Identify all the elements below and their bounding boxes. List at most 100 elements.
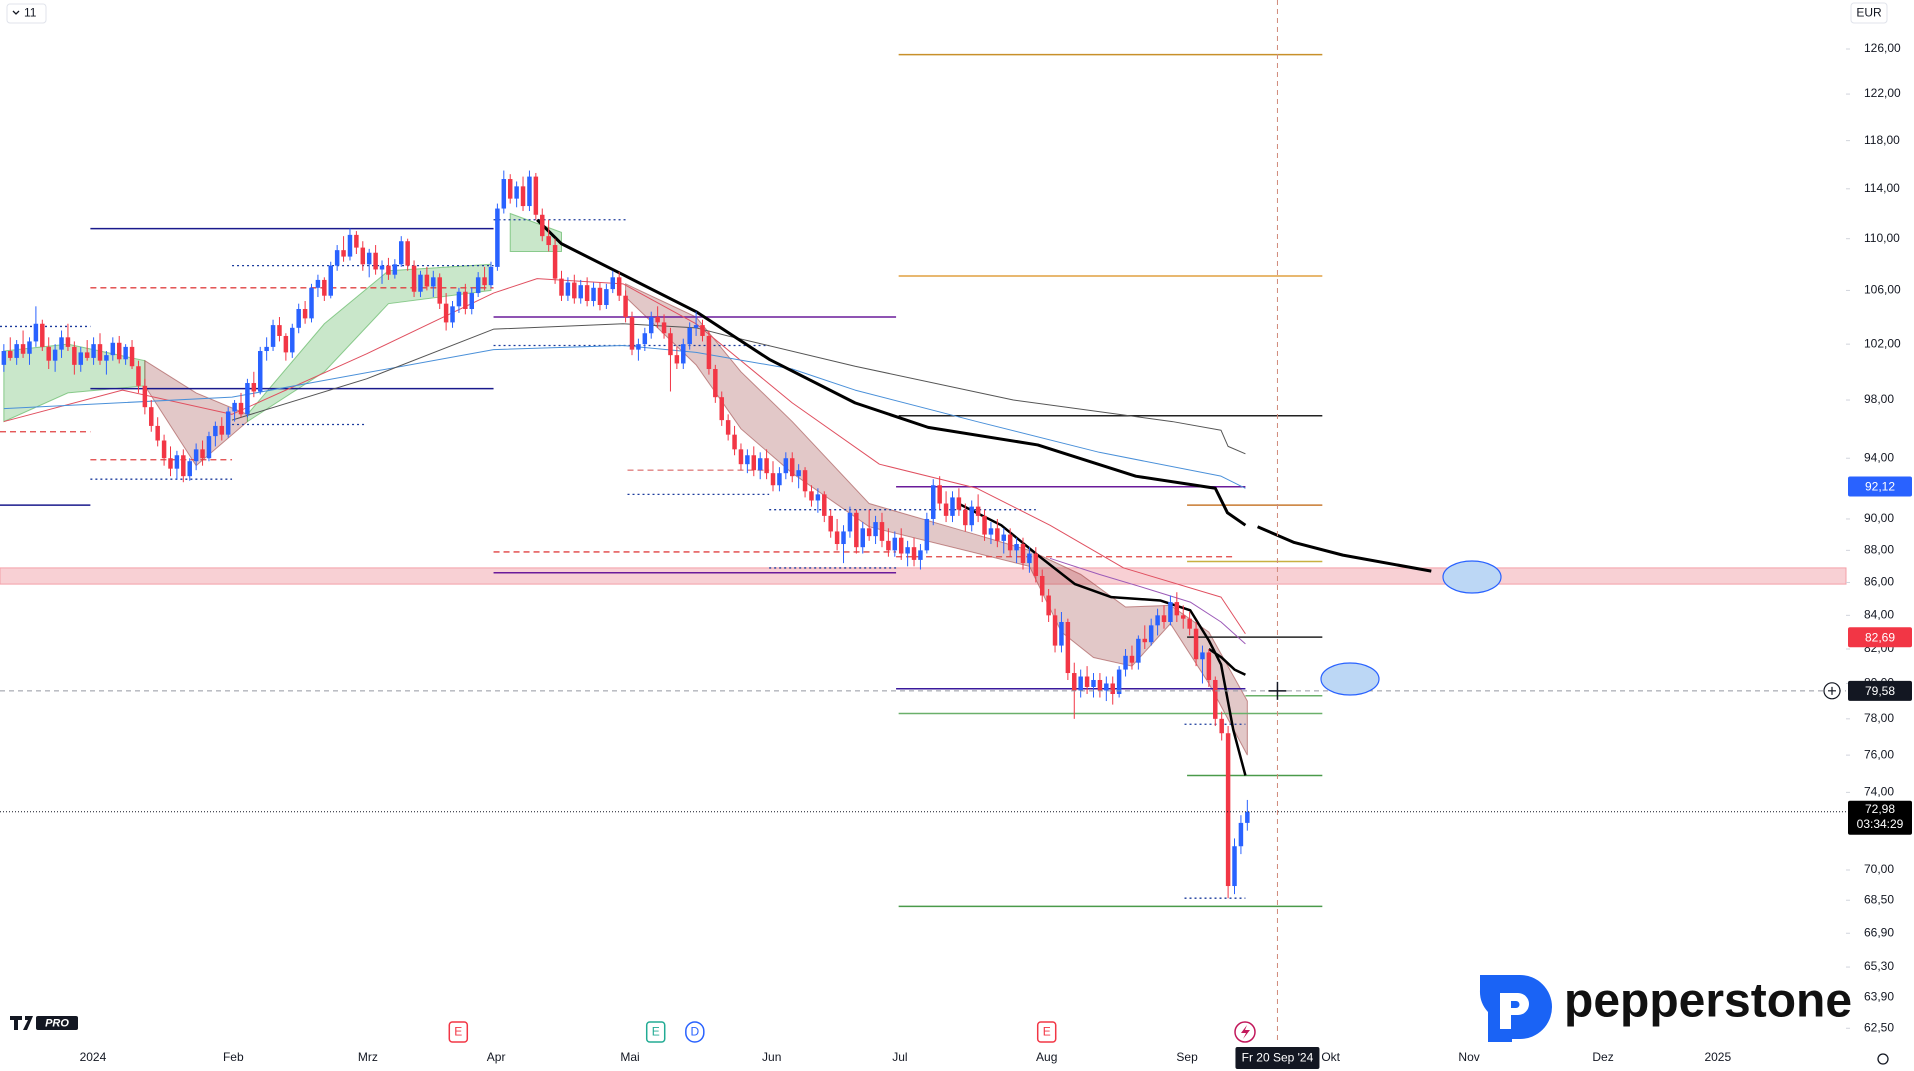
countdown-label: 03:34:29 [1857, 817, 1904, 831]
candle-body [315, 279, 321, 288]
candle-body [1059, 621, 1064, 646]
candle-body [283, 335, 289, 353]
candle-body [225, 411, 231, 435]
candle-body [636, 344, 641, 350]
candle-body [52, 349, 58, 361]
candle-body [501, 179, 507, 209]
candle-body [110, 342, 116, 356]
candle-body [873, 522, 878, 537]
candle-body [1, 351, 7, 365]
candle-body [1078, 676, 1083, 691]
candle-body [418, 274, 423, 292]
candle-body [1187, 618, 1192, 629]
y-tick-label: 70,00 [1864, 862, 1894, 876]
candle-body [78, 352, 84, 365]
price-tag-label: 82,69 [1865, 630, 1895, 644]
y-tick-label: 66,90 [1864, 925, 1894, 939]
candle-body [1225, 733, 1231, 887]
y-tick-label: 68,50 [1864, 892, 1894, 906]
candle-body [975, 506, 981, 516]
currency-label: EUR [1856, 6, 1882, 20]
candle-body [264, 346, 269, 352]
y-tick-label: 106,00 [1864, 283, 1901, 297]
candle-body [693, 325, 699, 328]
candle-body [860, 528, 865, 548]
y-tick-label: 110,00 [1864, 231, 1900, 245]
candle-body [84, 352, 90, 358]
candle-body [181, 455, 186, 477]
candle-body [751, 455, 757, 471]
candle-body [963, 509, 968, 526]
candle-body [360, 247, 366, 265]
candle-body [610, 277, 616, 290]
price-tag-label: 92,12 [1865, 480, 1895, 494]
candle-body [399, 241, 404, 265]
price-tag-label: 79,58 [1865, 684, 1895, 698]
candle-body [142, 385, 148, 408]
x-tick-label: Sep [1176, 1050, 1198, 1064]
event-marker[interactable] [685, 1021, 705, 1043]
candle-body [1174, 602, 1180, 616]
candle-body [809, 491, 814, 501]
candle-body [1136, 638, 1141, 663]
y-tick-label: 65,30 [1864, 959, 1894, 973]
candle-body [725, 420, 731, 435]
candle-body [27, 341, 32, 354]
candle-body [745, 455, 750, 465]
candle-body [706, 335, 712, 370]
event-label: E [652, 1025, 660, 1039]
candle-body [681, 344, 686, 364]
candle-body [1142, 638, 1148, 643]
candle-body [129, 346, 135, 367]
candle-body [527, 176, 532, 207]
candle-body [354, 234, 359, 248]
candle-body [815, 494, 821, 501]
candle-body [572, 282, 577, 299]
x-tick-label: 2024 [80, 1050, 107, 1064]
indicator-line [1256, 525, 1432, 573]
event-marker[interactable] [448, 1021, 469, 1043]
candle-body [488, 266, 494, 286]
candle-body [104, 355, 109, 361]
candle-body [866, 528, 872, 537]
candle-body [918, 550, 923, 560]
candle-body [257, 351, 263, 392]
candle-body [597, 287, 603, 305]
candle-body [443, 303, 449, 323]
candle-body [540, 214, 545, 237]
candle-body [1129, 655, 1135, 663]
interval-button[interactable] [6, 3, 47, 24]
price-tag [1848, 680, 1912, 701]
date-tag-label: Fr 20 Sep '24 [1242, 1051, 1314, 1065]
y-tick-label: 118,00 [1864, 133, 1900, 147]
candle-body [802, 470, 808, 492]
candle-body [1039, 575, 1045, 596]
candle-body [1007, 534, 1013, 551]
settings-icon[interactable] [1877, 1053, 1889, 1065]
candle-body [270, 325, 276, 347]
candle-body [373, 252, 378, 270]
candle-body [988, 528, 994, 535]
candle-body [379, 265, 385, 270]
event-marker[interactable] [1036, 1021, 1057, 1043]
candle-body [1110, 683, 1115, 694]
candle-body [674, 355, 680, 364]
candle-body [1238, 822, 1244, 847]
last-price-label: 72,98 [1865, 802, 1895, 816]
candle-body [905, 547, 910, 554]
candle-body [366, 252, 372, 265]
candle-body [1213, 679, 1218, 719]
event-marker[interactable] [645, 1021, 666, 1043]
candle-body [1084, 676, 1090, 687]
candle-body [405, 241, 410, 266]
candle-body [943, 503, 949, 516]
brand-name: pepperstone [1564, 975, 1852, 1028]
currency-button[interactable] [1850, 2, 1888, 24]
candle-body [1219, 718, 1224, 734]
candle-body [8, 351, 13, 358]
candle-body [1065, 621, 1071, 674]
candle-body [46, 346, 51, 361]
candle-body [219, 425, 225, 435]
candle-body [828, 515, 833, 532]
candle-body [91, 344, 96, 358]
